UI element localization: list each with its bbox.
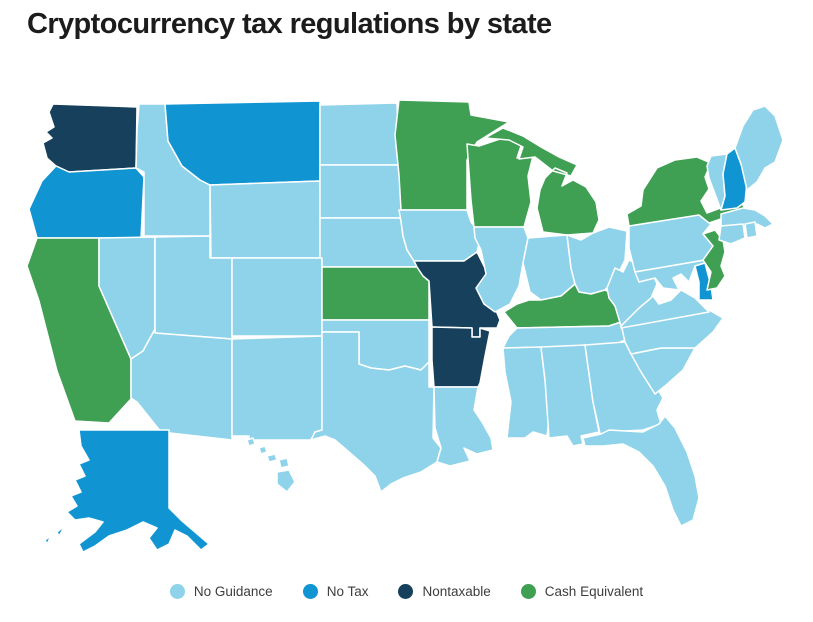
page-title: Cryptocurrency tax regulations by state (27, 8, 552, 40)
us-map-svg (26, 99, 784, 553)
state-hi (246, 437, 296, 493)
legend-swatch-nontaxable (398, 584, 414, 599)
state-az (130, 328, 233, 441)
legend-swatch-cash_equivalent (520, 584, 536, 599)
legend-swatch-no_tax (302, 584, 318, 599)
legend-label-cash_equivalent: Cash Equivalent (544, 584, 644, 599)
state-or (28, 165, 145, 239)
state-me (734, 105, 784, 191)
legend-item-no_tax: No Tax (302, 584, 369, 599)
state-ks (321, 266, 430, 321)
state-wy (209, 180, 323, 259)
state-ia (398, 209, 482, 262)
state-mi (484, 127, 600, 236)
legend-label-no_guidance: No Guidance (193, 584, 273, 599)
state-ar (431, 326, 491, 388)
state-ri (744, 221, 758, 239)
state-wa (42, 103, 138, 173)
state-nm (231, 335, 323, 441)
state-nd (319, 102, 400, 166)
legend-item-cash_equivalent: Cash Equivalent (520, 584, 644, 599)
legend-label-no_tax: No Tax (326, 584, 369, 599)
state-mn (394, 99, 510, 211)
state-sd (319, 164, 404, 219)
state-fl (582, 415, 700, 527)
legend-swatch-no_guidance (169, 584, 185, 599)
state-ak (44, 429, 210, 553)
us-choropleth-map (9, 80, 804, 570)
state-co (231, 257, 323, 337)
legend: No Guidance No Tax Nontaxable Cash Equivale… (0, 584, 813, 599)
state-tx (310, 331, 442, 493)
legend-item-no_guidance: No Guidance (169, 584, 273, 599)
legend-item-nontaxable: Nontaxable (398, 584, 491, 599)
state-ct (718, 223, 746, 245)
state-la (433, 386, 494, 467)
legend-label-nontaxable: Nontaxable (422, 584, 491, 599)
